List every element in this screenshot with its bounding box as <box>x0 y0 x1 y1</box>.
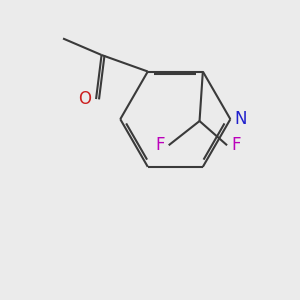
Text: N: N <box>234 110 247 128</box>
Text: O: O <box>78 90 91 108</box>
Text: F: F <box>231 136 241 154</box>
Text: F: F <box>155 136 165 154</box>
